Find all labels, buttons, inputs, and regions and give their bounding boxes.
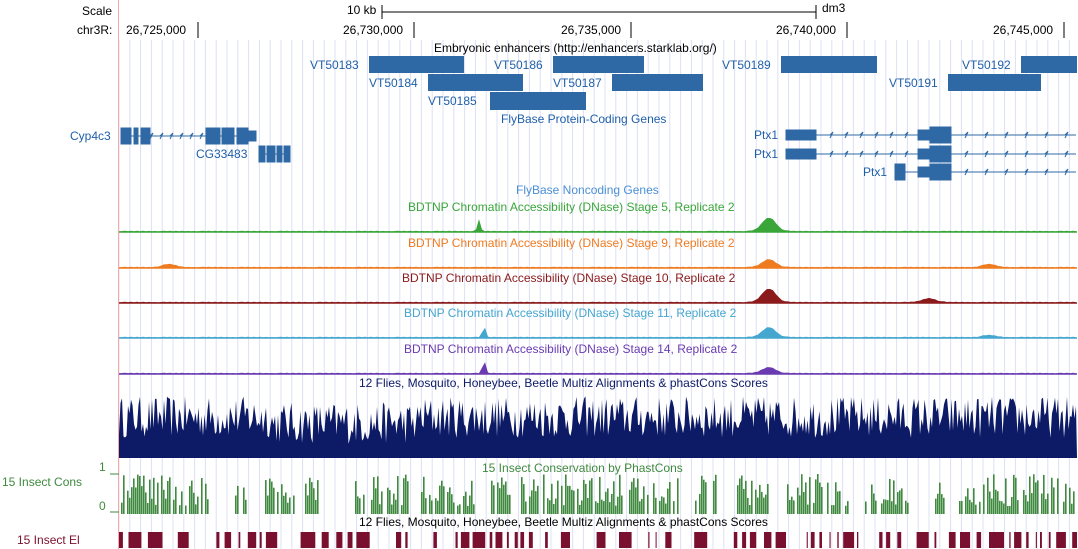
gene-ptx1-c <box>894 163 1076 181</box>
assembly-label: dm3 <box>822 1 846 15</box>
enhancer-feature <box>428 74 523 91</box>
base-position-grid <box>118 40 1070 549</box>
position-label: 26,740,000 <box>776 23 837 37</box>
dnase-signal <box>119 327 1077 339</box>
scale-bar-label: 10 kb <box>347 3 377 17</box>
enhancer-label[interactable]: VT50192 <box>962 58 1011 72</box>
enhancer-label[interactable]: VT50183 <box>310 58 359 72</box>
dnase-signal <box>119 259 1077 269</box>
gene-cg33483 <box>258 145 291 163</box>
enhancer-label[interactable]: VT50186 <box>494 58 543 72</box>
enhancer-feature <box>1021 56 1077 73</box>
gene-label[interactable]: Ptx1 <box>754 147 779 161</box>
dnase-track-title: BDTNP Chromatin Accessibility (DNase) St… <box>402 271 736 285</box>
enhancer-features <box>369 56 1077 110</box>
gene-label[interactable]: Cyp4c3 <box>70 129 111 143</box>
dnase-signal <box>119 289 1077 304</box>
enhancer-feature <box>948 74 1041 91</box>
elements-side-label: 15 Insect El <box>17 533 80 547</box>
enhancer-label[interactable]: VT50185 <box>428 94 477 108</box>
noncoding-track-title: FlyBase Noncoding Genes <box>516 183 659 197</box>
phastcons-axis-min: 0 <box>99 499 106 513</box>
chrom-label: chr3R: <box>77 23 113 37</box>
phastcons-signal <box>121 474 1075 514</box>
enhancer-feature <box>553 56 644 73</box>
position-label: 26,735,000 <box>561 23 622 37</box>
enhancers-track-title: Embryonic enhancers (http://enhancers.st… <box>434 41 717 55</box>
multiz-track-title: 12 Flies, Mosquito, Honeybee, Beetle Mul… <box>359 376 768 390</box>
scale-bar <box>381 5 817 19</box>
phastcons-axis-max: 1 <box>99 460 106 474</box>
scale-label: Scale <box>82 4 113 18</box>
elements-signal <box>119 532 1077 548</box>
phastcons-side-label: 15 Insect Cons <box>2 475 83 489</box>
gene-label[interactable]: Ptx1 <box>754 128 779 142</box>
dnase-track-title: BDTNP Chromatin Accessibility (DNase) St… <box>404 342 738 356</box>
position-label: 26,725,000 <box>126 23 187 37</box>
ruler-ticks <box>197 22 1065 38</box>
elements-track-title: 12 Flies, Mosquito, Honeybee, Beetle Mul… <box>359 515 768 529</box>
multiz-signal <box>119 396 1077 458</box>
gene-cyp4c3 <box>120 127 257 145</box>
phastcons-track-title: 15 Insect Conservation by PhastCons <box>482 461 683 475</box>
enhancer-feature <box>369 56 464 73</box>
genes-track-title: FlyBase Protein-Coding Genes <box>501 112 667 126</box>
dnase-signal <box>119 218 1077 233</box>
enhancer-label[interactable]: VT50187 <box>553 76 602 90</box>
left-gutter-line <box>118 0 119 549</box>
dnase-track-title: BDTNP Chromatin Accessibility (DNase) St… <box>408 200 735 214</box>
dnase-signal <box>119 362 1077 375</box>
enhancer-label[interactable]: VT50184 <box>369 76 418 90</box>
position-label: 26,730,000 <box>343 23 404 37</box>
gene-ptx1-b <box>785 145 1076 163</box>
gene-models <box>120 126 1076 181</box>
dnase-track-title: BDTNP Chromatin Accessibility (DNase) St… <box>404 306 737 320</box>
phastcons-axis-ticks <box>110 473 119 513</box>
enhancer-label[interactable]: VT50191 <box>889 76 938 90</box>
enhancer-feature <box>490 92 586 110</box>
enhancer-feature <box>781 56 877 73</box>
enhancer-label[interactable]: VT50189 <box>722 58 771 72</box>
position-label: 26,745,000 <box>993 23 1054 37</box>
gene-label[interactable]: Ptx1 <box>863 165 888 179</box>
gene-label[interactable]: CG33483 <box>196 147 248 161</box>
dnase-track-title: BDTNP Chromatin Accessibility (DNase) St… <box>408 236 735 250</box>
gene-ptx1-a <box>785 126 1076 144</box>
enhancer-feature <box>612 74 703 91</box>
